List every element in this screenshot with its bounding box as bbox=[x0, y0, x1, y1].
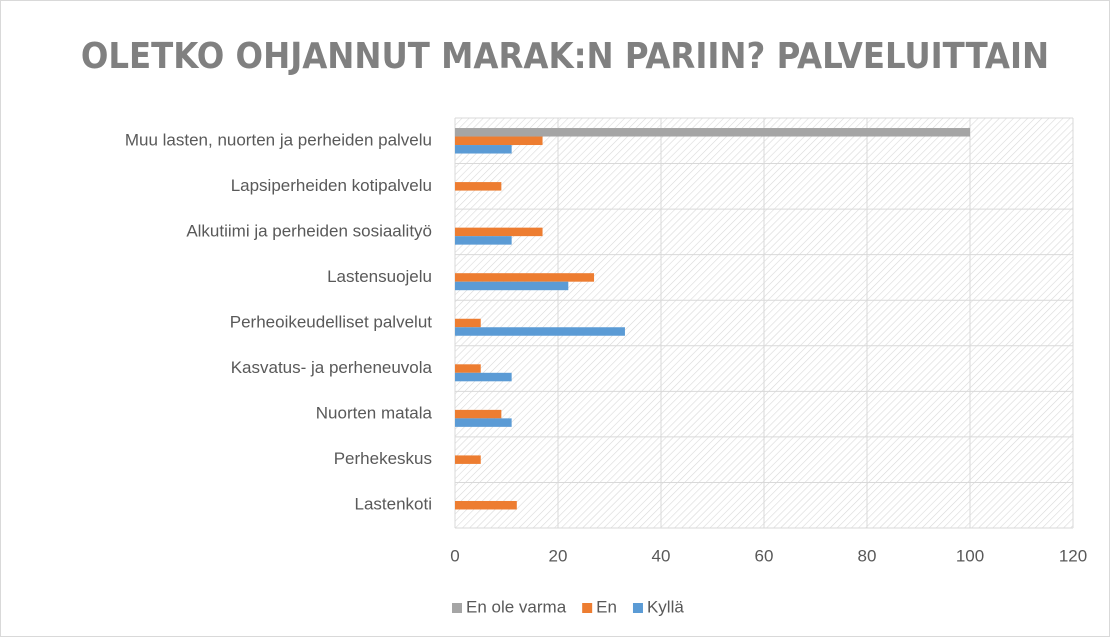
legend-label: En bbox=[596, 597, 617, 616]
legend-swatch bbox=[632, 603, 643, 613]
x-tick-label: 120 bbox=[1059, 546, 1087, 565]
legend-label: En ole varma bbox=[466, 597, 567, 616]
chart-title: OLETKO OHJANNUT MARAK:N PARIIN? PALVELUI… bbox=[81, 36, 1049, 77]
bar bbox=[455, 128, 970, 137]
y-tick-label: Kasvatus- ja perheneuvola bbox=[231, 358, 433, 377]
x-tick-label: 40 bbox=[652, 546, 671, 565]
legend-swatch bbox=[582, 603, 593, 613]
bar bbox=[455, 227, 543, 237]
bar bbox=[455, 182, 502, 191]
bar bbox=[455, 318, 481, 328]
x-tick-label: 80 bbox=[858, 546, 877, 565]
bar bbox=[455, 500, 517, 510]
x-tick-label: 0 bbox=[450, 546, 459, 565]
y-tick-label: Lastenkoti bbox=[355, 495, 433, 514]
legend-label: Kyllä bbox=[647, 597, 684, 616]
y-tick-label: Perhekeskus bbox=[334, 449, 432, 468]
bar bbox=[455, 409, 502, 419]
x-tick-label: 20 bbox=[549, 546, 568, 565]
bar bbox=[455, 418, 512, 427]
bar bbox=[455, 273, 595, 282]
y-tick-label: Nuorten matala bbox=[316, 404, 433, 423]
bar bbox=[455, 372, 512, 382]
x-tick-label: 100 bbox=[956, 546, 984, 565]
bar bbox=[455, 327, 625, 336]
legend-swatch bbox=[452, 603, 462, 613]
bar bbox=[455, 364, 481, 373]
y-tick-label: Muu lasten, nuorten ja perheiden palvelu bbox=[125, 130, 432, 149]
bar bbox=[455, 455, 481, 464]
y-tick-label: Lapsiperheiden kotipalvelu bbox=[231, 176, 432, 195]
bar bbox=[455, 145, 512, 154]
bar bbox=[455, 281, 569, 291]
bar bbox=[455, 136, 543, 146]
x-tick-label: 60 bbox=[755, 546, 774, 565]
bar bbox=[455, 236, 512, 245]
y-tick-label: Perheoikeudelliset palvelut bbox=[230, 312, 433, 331]
y-tick-label: Lastensuojelu bbox=[327, 267, 432, 286]
y-tick-label: Alkutiimi ja perheiden sosiaalityö bbox=[186, 221, 432, 240]
